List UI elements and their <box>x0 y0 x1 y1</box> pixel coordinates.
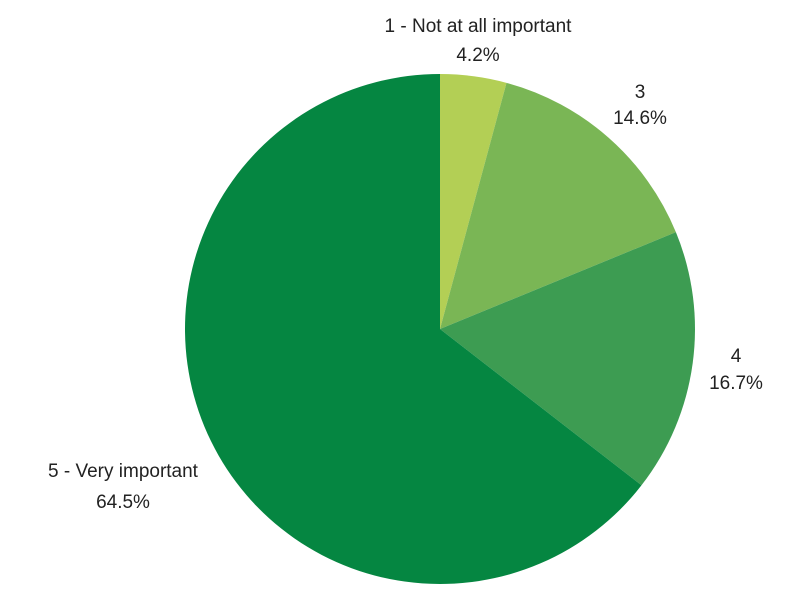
slice-value-label-3: 16.7% <box>709 373 763 394</box>
pie-slice-1 <box>440 74 507 329</box>
slice-label-3: 4 <box>731 346 742 367</box>
slice-value-label-4: 64.5% <box>96 492 150 513</box>
pie-slices <box>184 74 695 584</box>
pie-slice-3 <box>440 232 695 486</box>
pie-slice-4 <box>184 74 642 584</box>
slice-label-4: 5 - Very important <box>48 461 199 482</box>
slice-value-label-2: 14.6% <box>613 108 667 129</box>
pie-slice-2 <box>440 82 676 329</box>
pie-labels: 1 - Not at all important 4.2% 3 14.6% 4 16.7%… <box>48 16 763 513</box>
slice-label-2: 3 <box>635 82 646 103</box>
slice-label-1: 1 - Not at all important <box>385 16 573 37</box>
slice-value-label-1: 4.2% <box>456 45 499 66</box>
